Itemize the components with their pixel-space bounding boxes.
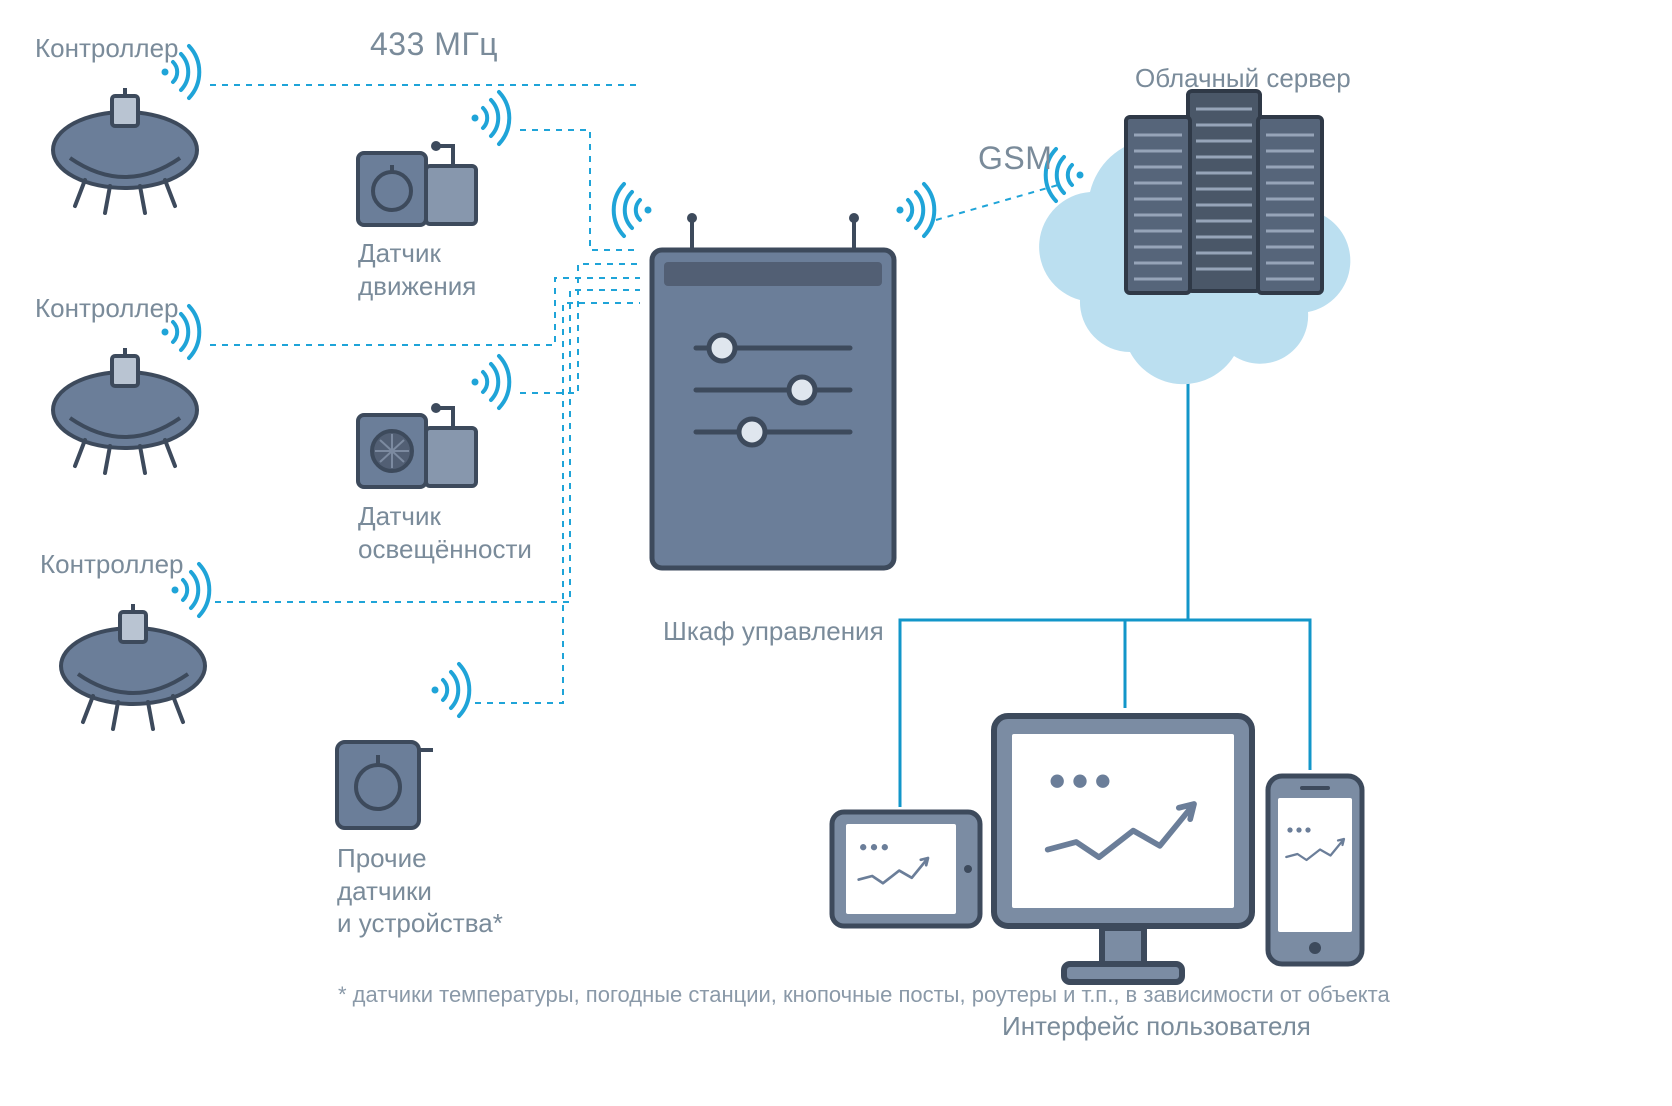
edges-dashed <box>210 85 1058 703</box>
tablet-icon <box>832 812 980 926</box>
gsm-label: GSM <box>978 138 1052 178</box>
other-sensors-label: Прочие датчики и устройства* <box>337 842 503 940</box>
wifi-icon <box>472 92 510 144</box>
cabinet-label: Шкаф управления <box>663 615 884 648</box>
controller-icon <box>53 88 197 213</box>
controller-label: Контроллер <box>40 548 183 581</box>
controller-icon <box>61 604 205 729</box>
phone-icon <box>1268 776 1362 964</box>
controller-label: Контроллер <box>35 32 178 65</box>
control-cabinet-icon <box>652 213 894 568</box>
light-sensor-icon <box>358 403 476 487</box>
wifi-icon <box>897 184 935 236</box>
ui-label: Интерфейс пользователя <box>1002 1010 1311 1043</box>
wifi-icon <box>432 664 470 716</box>
edges-solid <box>900 365 1310 807</box>
diagram-canvas <box>0 0 1672 1106</box>
controller-label: Контроллер <box>35 292 178 325</box>
light-sensor-label: Датчик освещённости <box>358 500 532 565</box>
cloud-server-icon <box>1039 91 1350 384</box>
other-sensor-icon <box>337 742 433 828</box>
monitor-icon <box>994 716 1252 982</box>
wifi-icon <box>614 184 652 236</box>
motion-sensor-icon <box>358 141 476 225</box>
frequency-label: 433 МГц <box>370 24 498 64</box>
motion-sensor-label: Датчик движения <box>358 237 476 302</box>
cloud-label: Облачный сервер <box>1135 62 1351 95</box>
footnote-text: * датчики температуры, погодные станции,… <box>338 980 1390 1011</box>
wifi-icon <box>472 356 510 408</box>
controller-icon <box>53 348 197 473</box>
